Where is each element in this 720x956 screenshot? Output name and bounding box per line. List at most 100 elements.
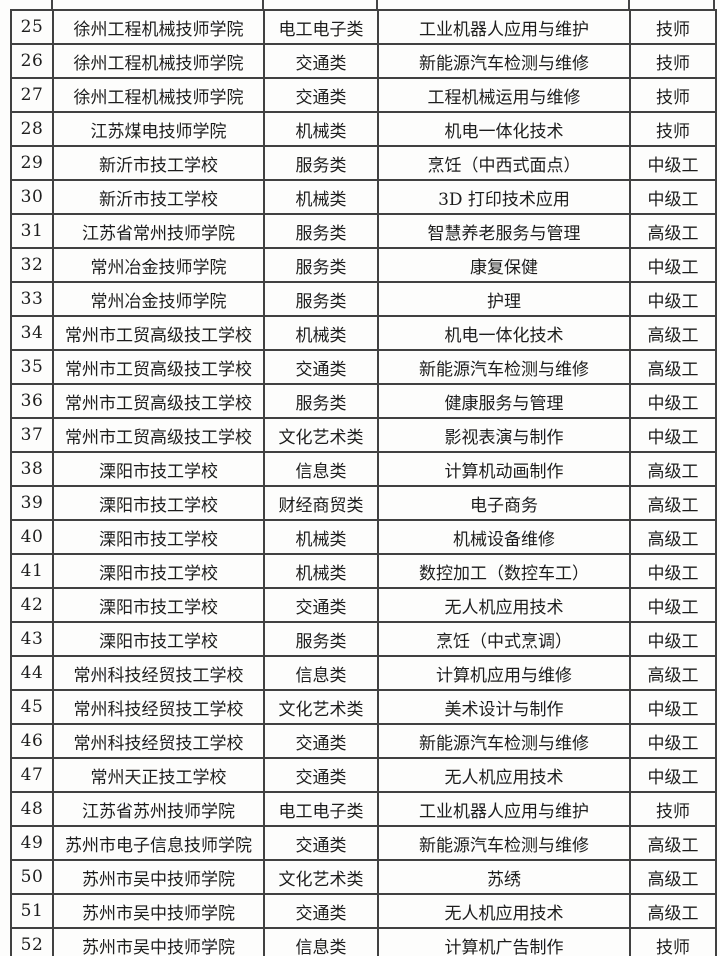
cell-category: 服务类 xyxy=(263,383,379,419)
cell-school-name: 溧阳市技工学校 xyxy=(52,621,265,657)
cell-skill-level: 中级工 xyxy=(629,553,717,589)
cell-skill-level: 技师 xyxy=(629,43,717,79)
table-row: 28 江苏煤电技师学院 机械类 机电一体化技术 技师 xyxy=(10,111,717,147)
cell-row-number: 44 xyxy=(10,655,54,691)
cell-school-name: 新沂市技工学校 xyxy=(52,145,265,181)
cell-skill-level: 高级工 xyxy=(629,315,717,351)
cell-major: 电子商务 xyxy=(377,485,631,521)
gridline-fragment xyxy=(628,0,630,9)
cell-category: 机械类 xyxy=(263,111,379,147)
cell-major: 无人机应用技术 xyxy=(377,893,631,929)
table-row: 34 常州市工贸高级技工学校 机械类 机电一体化技术 高级工 xyxy=(10,315,717,351)
cell-school-name: 徐州工程机械技师学院 xyxy=(52,43,265,79)
cell-category: 交通类 xyxy=(263,43,379,79)
table-row: 32 常州冶金技师学院 服务类 康复保健 中级工 xyxy=(10,247,717,283)
cell-skill-level: 中级工 xyxy=(629,723,717,759)
cell-row-number: 47 xyxy=(10,757,54,793)
cell-major: 工程机械运用与维修 xyxy=(377,77,631,113)
cell-school-name: 常州市工贸高级技工学校 xyxy=(52,315,265,351)
cell-school-name: 常州市工贸高级技工学校 xyxy=(52,349,265,385)
cell-category: 交通类 xyxy=(263,723,379,759)
cell-row-number: 35 xyxy=(10,349,54,385)
cell-skill-level: 技师 xyxy=(629,9,717,45)
cell-school-name: 苏州市吴中技师学院 xyxy=(52,927,265,956)
cell-school-name: 苏州市吴中技师学院 xyxy=(52,859,265,895)
cell-major: 新能源汽车检测与维修 xyxy=(377,825,631,861)
table-row: 27 徐州工程机械技师学院 交通类 工程机械运用与维修 技师 xyxy=(10,77,717,113)
cell-row-number: 25 xyxy=(10,9,54,45)
cell-major: 护理 xyxy=(377,281,631,317)
cell-school-name: 苏州市电子信息技师学院 xyxy=(52,825,265,861)
cell-skill-level: 中级工 xyxy=(629,383,717,419)
cell-row-number: 46 xyxy=(10,723,54,759)
cell-row-number: 34 xyxy=(10,315,54,351)
table-row: 49 苏州市电子信息技师学院 交通类 新能源汽车检测与维修 高级工 xyxy=(10,825,717,861)
table-row: 46 常州科技经贸技工学校 交通类 新能源汽车检测与维修 中级工 xyxy=(10,723,717,759)
cell-major: 新能源汽车检测与维修 xyxy=(377,723,631,759)
cell-skill-level: 高级工 xyxy=(629,349,717,385)
cell-school-name: 江苏煤电技师学院 xyxy=(52,111,265,147)
table-row: 52 苏州市吴中技师学院 信息类 计算机广告制作 技师 xyxy=(10,927,717,956)
cell-row-number: 43 xyxy=(10,621,54,657)
table-row: 43 溧阳市技工学校 服务类 烹饪（中式烹调） 中级工 xyxy=(10,621,717,657)
cell-row-number: 27 xyxy=(10,77,54,113)
cell-school-name: 常州天正技工学校 xyxy=(52,757,265,793)
cell-school-name: 常州科技经贸技工学校 xyxy=(52,723,265,759)
table-row: 48 江苏省苏州技师学院 电工电子类 工业机器人应用与维护 技师 xyxy=(10,791,717,827)
cell-category: 服务类 xyxy=(263,145,379,181)
cell-category: 机械类 xyxy=(263,179,379,215)
cell-category: 交通类 xyxy=(263,825,379,861)
cell-category: 文化艺术类 xyxy=(263,689,379,725)
cell-skill-level: 中级工 xyxy=(629,247,717,283)
cell-skill-level: 中级工 xyxy=(629,281,717,317)
table-row: 29 新沂市技工学校 服务类 烹饪（中西式面点） 中级工 xyxy=(10,145,717,181)
cell-skill-level: 技师 xyxy=(629,77,717,113)
cell-skill-level: 高级工 xyxy=(629,213,717,249)
table-row: 41 溧阳市技工学校 机械类 数控加工（数控车工） 中级工 xyxy=(10,553,717,589)
cell-row-number: 26 xyxy=(10,43,54,79)
cell-school-name: 徐州工程机械技师学院 xyxy=(52,77,265,113)
cell-school-name: 常州冶金技师学院 xyxy=(52,281,265,317)
cell-school-name: 溧阳市技工学校 xyxy=(52,587,265,623)
cell-skill-level: 高级工 xyxy=(629,655,717,691)
cell-row-number: 41 xyxy=(10,553,54,589)
cell-category: 交通类 xyxy=(263,349,379,385)
gridline-fragment xyxy=(51,0,53,9)
cell-school-name: 常州科技经贸技工学校 xyxy=(52,689,265,725)
cell-major: 美术设计与制作 xyxy=(377,689,631,725)
cell-school-name: 江苏省常州技师学院 xyxy=(52,213,265,249)
cell-category: 服务类 xyxy=(263,247,379,283)
cell-category: 信息类 xyxy=(263,655,379,691)
cell-school-name: 溧阳市技工学校 xyxy=(52,451,265,487)
cell-row-number: 36 xyxy=(10,383,54,419)
table-row: 37 常州市工贸高级技工学校 文化艺术类 影视表演与制作 中级工 xyxy=(10,417,717,453)
cell-skill-level: 中级工 xyxy=(629,145,717,181)
table-row: 30 新沂市技工学校 机械类 3D 打印技术应用 中级工 xyxy=(10,179,717,215)
cell-row-number: 32 xyxy=(10,247,54,283)
cell-category: 文化艺术类 xyxy=(263,859,379,895)
cell-category: 机械类 xyxy=(263,315,379,351)
table-row: 51 苏州市吴中技师学院 交通类 无人机应用技术 高级工 xyxy=(10,893,717,929)
cell-school-name: 溧阳市技工学校 xyxy=(52,519,265,555)
gridline-fragment xyxy=(713,0,715,9)
cell-category: 服务类 xyxy=(263,281,379,317)
cell-major: 烹饪（中式烹调） xyxy=(377,621,631,657)
cell-major: 新能源汽车检测与维修 xyxy=(377,43,631,79)
table-row: 35 常州市工贸高级技工学校 交通类 新能源汽车检测与维修 高级工 xyxy=(10,349,717,385)
cell-row-number: 33 xyxy=(10,281,54,317)
cell-skill-level: 高级工 xyxy=(629,893,717,929)
cell-row-number: 48 xyxy=(10,791,54,827)
cell-major: 工业机器人应用与维护 xyxy=(377,791,631,827)
cell-school-name: 江苏省苏州技师学院 xyxy=(52,791,265,827)
cell-row-number: 39 xyxy=(10,485,54,521)
cell-category: 信息类 xyxy=(263,927,379,956)
cell-skill-level: 高级工 xyxy=(629,519,717,555)
cell-skill-level: 技师 xyxy=(629,791,717,827)
cell-school-name: 徐州工程机械技师学院 xyxy=(52,9,265,45)
table-row: 36 常州市工贸高级技工学校 服务类 健康服务与管理 中级工 xyxy=(10,383,717,419)
cell-major: 数控加工（数控车工） xyxy=(377,553,631,589)
cell-row-number: 50 xyxy=(10,859,54,895)
table-row: 25 徐州工程机械技师学院 电工电子类 工业机器人应用与维护 技师 xyxy=(10,9,717,45)
cell-school-name: 常州市工贸高级技工学校 xyxy=(52,417,265,453)
cell-category: 交通类 xyxy=(263,587,379,623)
